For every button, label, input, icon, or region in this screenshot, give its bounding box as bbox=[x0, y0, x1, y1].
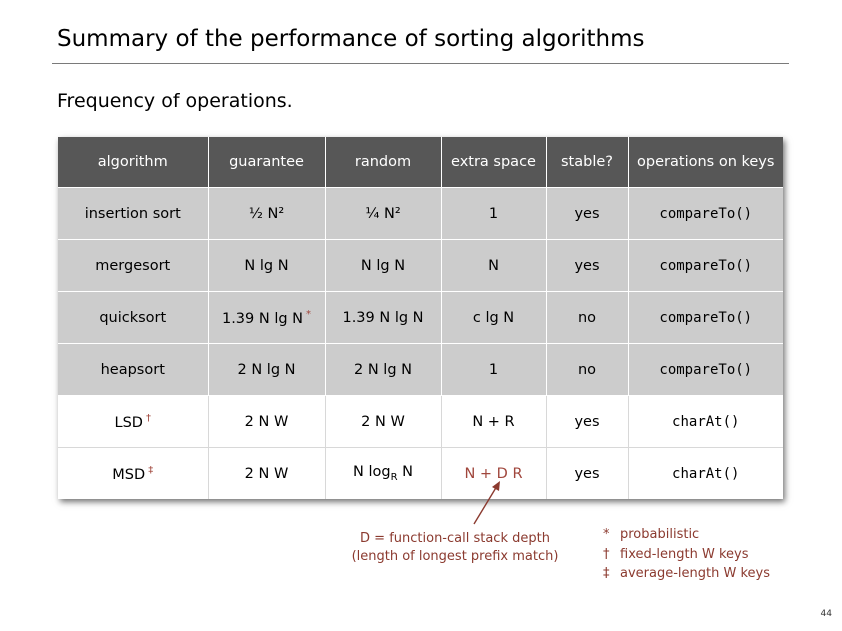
annotation-arrow-icon bbox=[473, 481, 500, 525]
cell-guarantee: N lg N bbox=[208, 239, 326, 292]
legend-text: average-length W keys bbox=[620, 566, 770, 581]
header-random: random bbox=[325, 137, 442, 188]
stack-depth-annotation: D = function-call stack depth (length of… bbox=[340, 530, 570, 566]
table-row: heapsort 2 N lg N 2 N lg N 1 no compareT… bbox=[58, 343, 783, 396]
cell-operations: compareTo() bbox=[628, 291, 783, 344]
cell-operations: compareTo() bbox=[628, 343, 783, 396]
cell-guarantee: 1.39 N lg N bbox=[221, 310, 304, 327]
header-guarantee: guarantee bbox=[208, 137, 326, 188]
cell-operations: charAt() bbox=[628, 395, 783, 448]
table-row: insertion sort ½ N² ¼ N² 1 yes compareTo… bbox=[58, 187, 783, 240]
cell-extra-space: 1 bbox=[441, 187, 547, 240]
dagger-mark: † bbox=[145, 412, 151, 424]
annotation-line-1: D = function-call stack depth bbox=[360, 531, 550, 546]
cell-random-pre: N log bbox=[353, 464, 391, 481]
cell-algorithm: heapsort bbox=[58, 343, 209, 396]
cell-random: 2 N W bbox=[325, 395, 442, 448]
header-algorithm: algorithm bbox=[58, 137, 209, 188]
cell-guarantee: 2 N lg N bbox=[208, 343, 326, 396]
cell-algorithm: quicksort bbox=[58, 291, 209, 344]
cell-algorithm: insertion sort bbox=[58, 187, 209, 240]
cell-stable: yes bbox=[546, 447, 629, 499]
probabilistic-mark: * bbox=[306, 308, 312, 320]
slide-title: Summary of the performance of sorting al… bbox=[57, 26, 645, 52]
legend-symbol: ‡ bbox=[603, 566, 610, 581]
cell-operations: compareTo() bbox=[628, 239, 783, 292]
annotation-line-2: (length of longest prefix match) bbox=[351, 549, 559, 564]
cell-extra-space: N bbox=[441, 239, 547, 292]
cell-guarantee-with-mark: 1.39 N lg N * bbox=[208, 291, 326, 344]
cell-operations: charAt() bbox=[628, 447, 783, 499]
header-operations-on-keys: operations on keys bbox=[628, 137, 783, 188]
cell-stable: no bbox=[546, 343, 629, 396]
legend-item: † fixed-length W keys bbox=[603, 545, 770, 565]
table-row: MSD ‡ 2 N W N logR N N + D R yes charAt() bbox=[58, 447, 783, 499]
header-extra-space: extra space bbox=[441, 137, 547, 188]
legend-text: probabilistic bbox=[620, 527, 700, 542]
legend-item: ‡ average-length W keys bbox=[603, 564, 770, 584]
cell-guarantee: ½ N² bbox=[208, 187, 326, 240]
cell-algorithm: mergesort bbox=[58, 239, 209, 292]
table-row: mergesort N lg N N lg N N yes compareTo(… bbox=[58, 239, 783, 292]
cell-guarantee: 2 N W bbox=[208, 447, 326, 499]
cell-stable: yes bbox=[546, 187, 629, 240]
table-row: LSD † 2 N W 2 N W N + R yes charAt() bbox=[58, 395, 783, 448]
legend-text: fixed-length W keys bbox=[620, 546, 749, 562]
legend-symbol: † bbox=[603, 546, 610, 562]
title-divider bbox=[52, 63, 789, 64]
cell-algorithm: MSD bbox=[112, 466, 146, 483]
table-row: quicksort 1.39 N lg N * 1.39 N lg N c lg … bbox=[58, 291, 783, 344]
cell-random-with-subscript: N logR N bbox=[325, 447, 442, 499]
double-dagger-mark: ‡ bbox=[148, 464, 154, 476]
cell-algorithm-with-mark: MSD ‡ bbox=[58, 447, 209, 499]
cell-extra-space: c lg N bbox=[441, 291, 547, 344]
cell-random: N lg N bbox=[325, 239, 442, 292]
cell-stable: yes bbox=[546, 239, 629, 292]
legend-item: * probabilistic bbox=[603, 525, 770, 545]
header-stable: stable? bbox=[546, 137, 629, 188]
cell-extra-space: N + R bbox=[441, 395, 547, 448]
footnote-legend: * probabilistic † fixed-length W keys ‡ ave… bbox=[603, 525, 770, 584]
cell-stable: yes bbox=[546, 395, 629, 448]
cell-random-subscript: R bbox=[390, 471, 398, 483]
cell-stable: no bbox=[546, 291, 629, 344]
cell-random: 2 N lg N bbox=[325, 343, 442, 396]
legend-symbol: * bbox=[603, 527, 610, 542]
cell-random: ¼ N² bbox=[325, 187, 442, 240]
slide-subtitle: Frequency of operations. bbox=[57, 90, 293, 112]
table-header-row: algorithm guarantee random extra space s… bbox=[58, 137, 783, 188]
cell-guarantee: 2 N W bbox=[208, 395, 326, 448]
performance-table-container: algorithm guarantee random extra space s… bbox=[58, 137, 783, 499]
cell-random-post: N bbox=[397, 464, 413, 481]
performance-table: algorithm guarantee random extra space s… bbox=[58, 137, 783, 499]
page-number: 44 bbox=[820, 609, 832, 619]
cell-operations: compareTo() bbox=[628, 187, 783, 240]
cell-extra-space: 1 bbox=[441, 343, 547, 396]
cell-algorithm: LSD bbox=[114, 414, 143, 431]
cell-algorithm-with-mark: LSD † bbox=[58, 395, 209, 448]
cell-random: 1.39 N lg N bbox=[325, 291, 442, 344]
